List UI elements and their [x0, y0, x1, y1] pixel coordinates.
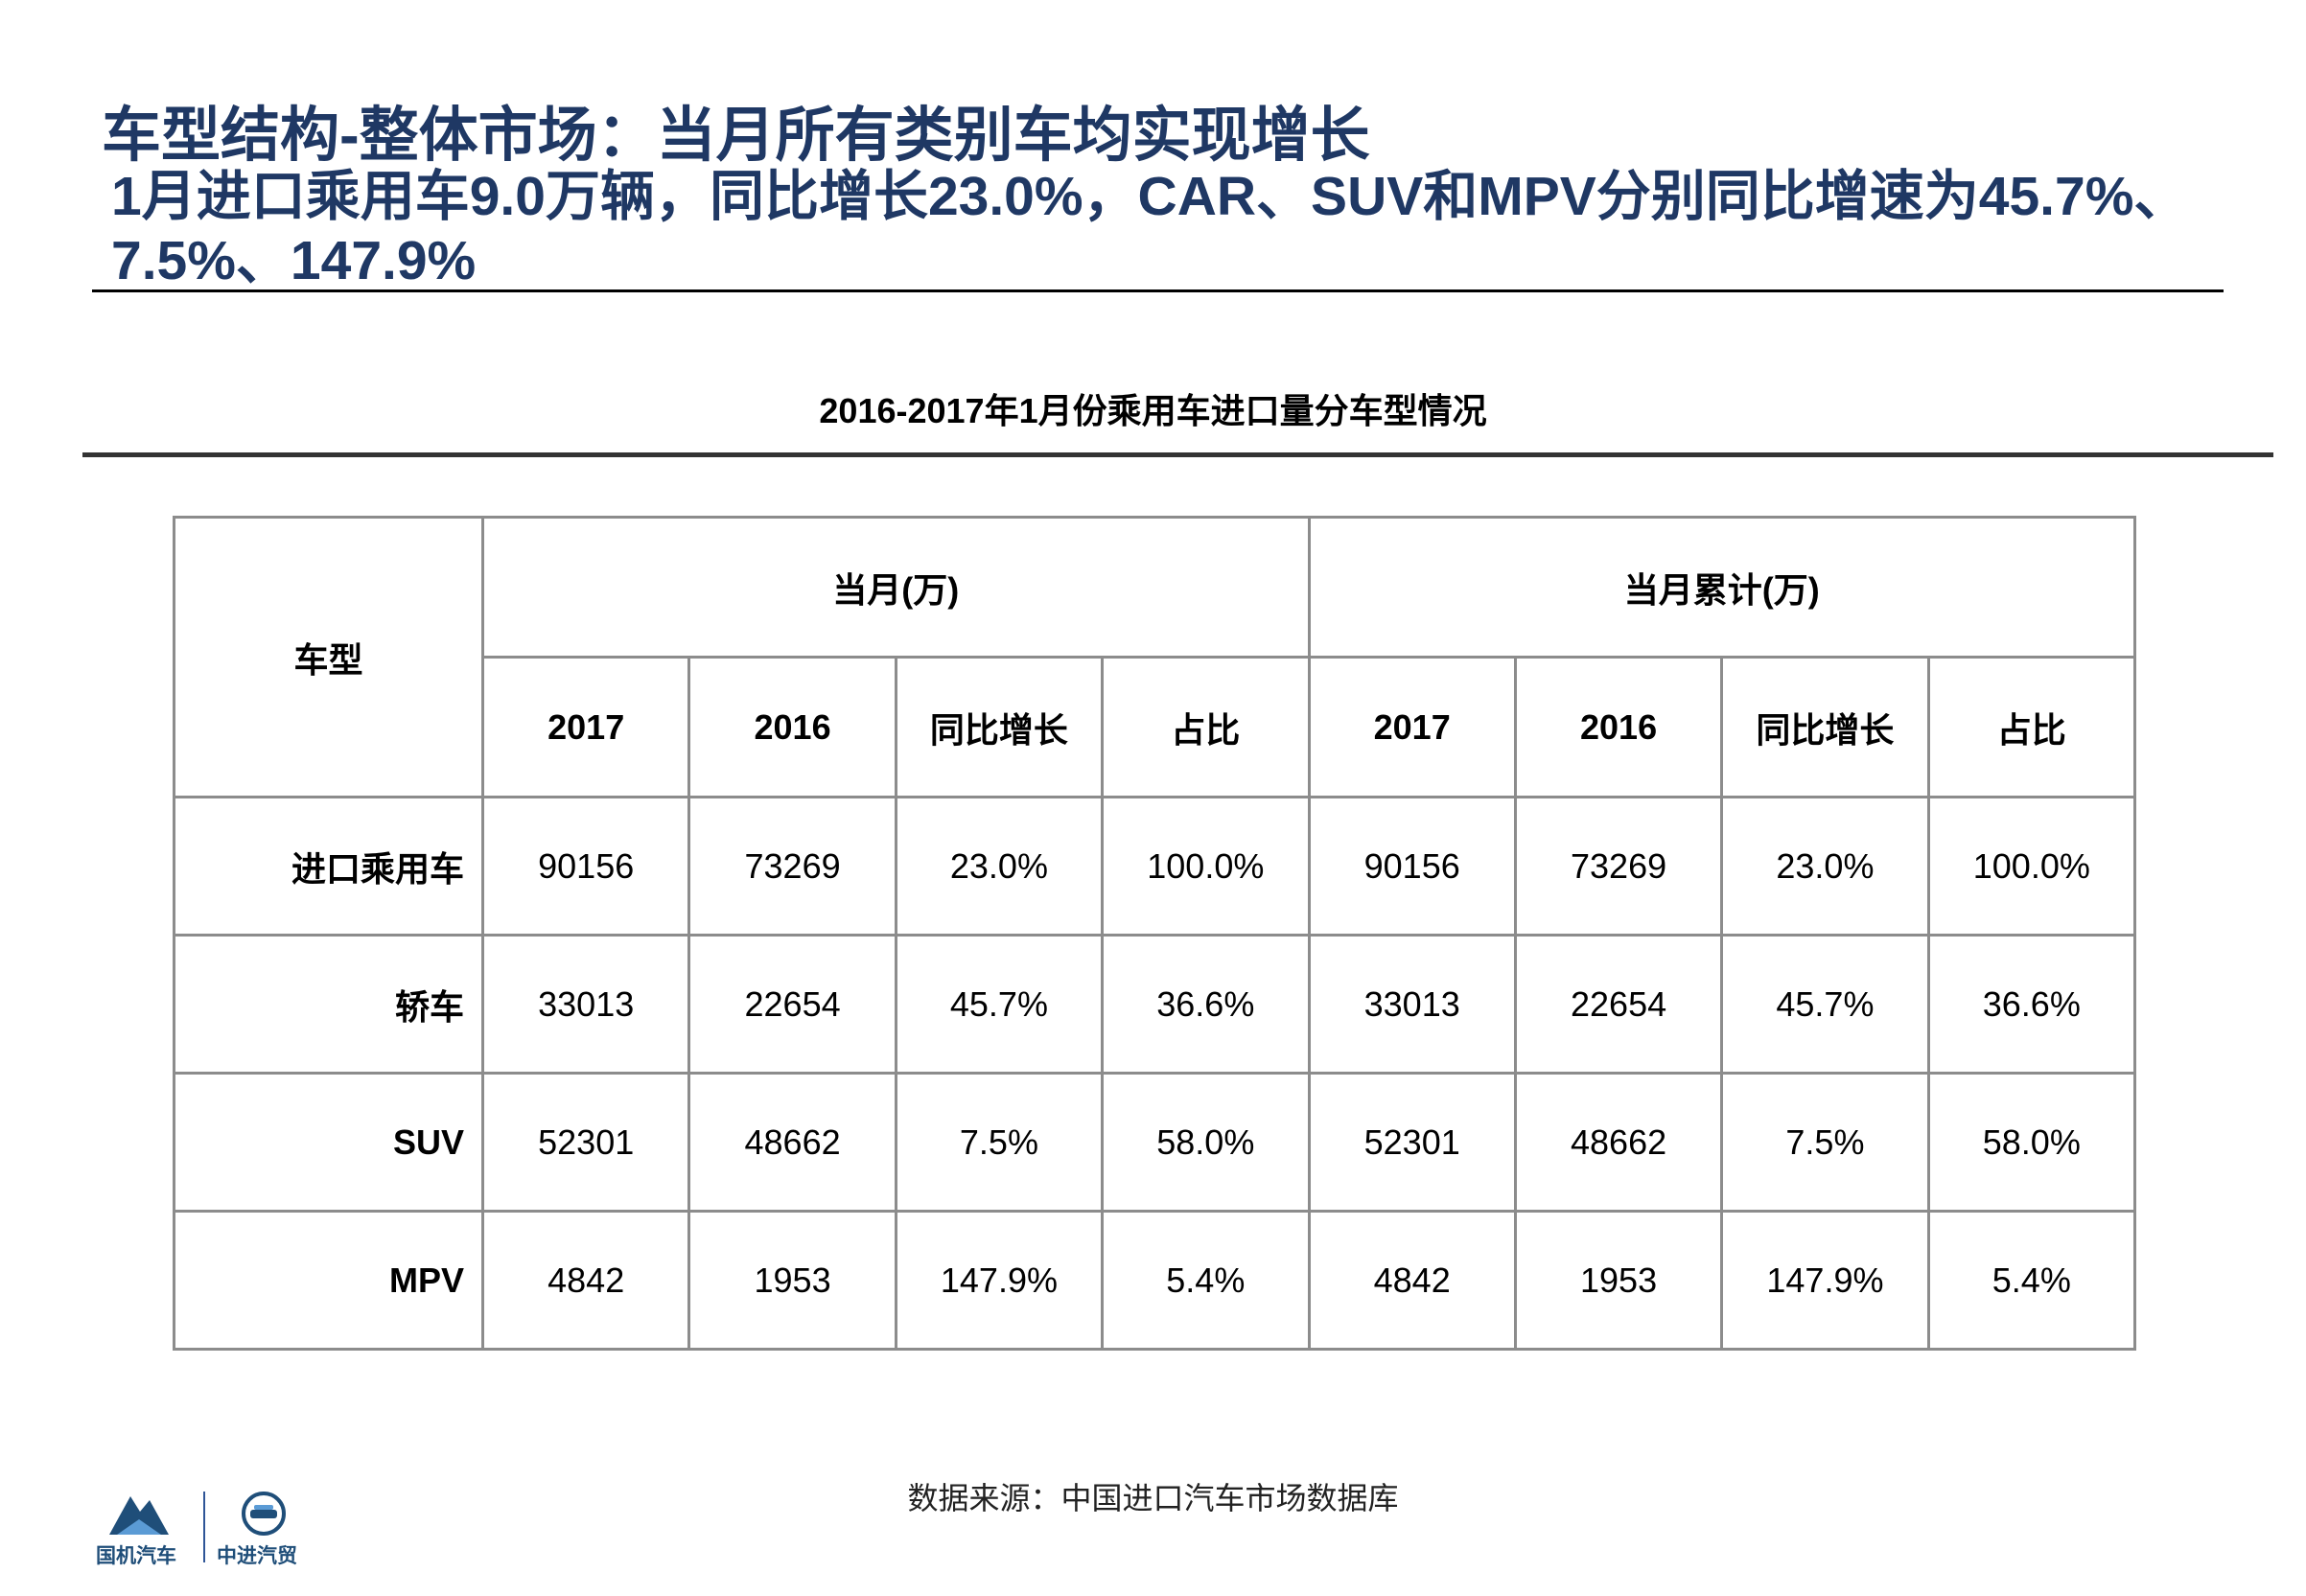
table-cell: 22654 — [687, 934, 897, 1075]
table-cell: 33013 — [480, 934, 691, 1075]
table-cell: 1953 — [687, 1210, 897, 1351]
logo-right-label: 中进汽贸 — [217, 1545, 297, 1567]
mountain-logo-icon — [109, 1496, 169, 1535]
table-cell: 48662 — [1513, 1072, 1724, 1213]
table-cell: 22654 — [1513, 934, 1724, 1075]
table-cell: 23.0% — [894, 796, 1105, 937]
table-cell: 90156 — [1307, 796, 1517, 937]
table-cell: 4842 — [1307, 1210, 1517, 1351]
subcolumn-header: 占比 — [1926, 656, 2137, 798]
table-cell: 58.0% — [1926, 1072, 2137, 1213]
caption-divider — [82, 452, 2273, 457]
table-row: 进口乘用车 90156 73269 23.0% 100.0% 90156 732… — [173, 796, 2137, 937]
table-cell: 7.5% — [1720, 1072, 1930, 1213]
subcolumn-header: 2017 — [480, 656, 691, 798]
row-label: SUV — [173, 1072, 484, 1213]
subcolumn-header: 2016 — [687, 656, 897, 798]
table-cell: 7.5% — [894, 1072, 1105, 1213]
page-title: 车型结构-整体市场：当月所有类别车均实现增长 — [102, 103, 1370, 169]
data-source-note: 数据来源：中国进口汽车市场数据库 — [907, 1481, 1399, 1515]
emblem-logo-icon — [242, 1492, 286, 1536]
table-cell: 73269 — [1513, 796, 1724, 937]
table-cell: 45.7% — [1720, 934, 1930, 1075]
group-header-monthly: 当月(万) — [481, 516, 1311, 659]
table-cell: 48662 — [687, 1072, 897, 1213]
table-cell: 58.0% — [1101, 1072, 1311, 1213]
table-cell: 90156 — [480, 796, 691, 937]
table-cell: 4842 — [480, 1210, 691, 1351]
subcolumn-header: 同比增长 — [894, 656, 1105, 798]
table-cell: 5.4% — [1926, 1210, 2137, 1351]
logo-guoji-auto: 国机汽车 — [96, 1491, 201, 1567]
subcolumn-header: 同比增长 — [1720, 656, 1930, 798]
subcolumn-header: 2016 — [1513, 656, 1724, 798]
logo-left-label: 国机汽车 — [96, 1545, 176, 1567]
table-cell: 147.9% — [1720, 1210, 1930, 1351]
row-label: MPV — [173, 1210, 484, 1351]
table-cell: 1953 — [1513, 1210, 1724, 1351]
row-header-label: 车型 — [173, 516, 484, 798]
row-label: 轿车 — [173, 934, 484, 1075]
row-label: 进口乘用车 — [173, 796, 484, 937]
table-row: MPV 4842 1953 147.9% 5.4% 4842 1953 147.… — [173, 1210, 2137, 1351]
table-cell: 100.0% — [1926, 796, 2137, 937]
group-header-cumulative: 当月累计(万) — [1307, 516, 2136, 659]
page-subtitle: 1月进口乘用车9.0万辆，同比增长23.0%，CAR、SUV和MPV分别同比增速… — [111, 166, 2189, 291]
table-cell: 100.0% — [1101, 796, 1311, 937]
table-cell: 36.6% — [1101, 934, 1311, 1075]
table-cell: 147.9% — [894, 1210, 1105, 1351]
table-cell: 52301 — [480, 1072, 691, 1213]
table-subheader-row: 2017 2016 同比增长 占比 2017 2016 同比增长 占比 — [175, 656, 2137, 798]
table-row: 轿车 33013 22654 45.7% 36.6% 33013 22654 4… — [173, 934, 2137, 1075]
subcolumn-header: 占比 — [1101, 656, 1311, 798]
table-row: SUV 52301 48662 7.5% 58.0% 52301 48662 7… — [173, 1072, 2137, 1213]
table-caption: 2016-2017年1月份乘用车进口量分车型情况 — [819, 391, 1487, 430]
subcolumn-header: 2017 — [1307, 656, 1517, 798]
table-header-row: 车型 当月(万) 当月累计(万) — [173, 516, 2136, 798]
table-cell: 5.4% — [1101, 1210, 1311, 1351]
logo-divider — [203, 1492, 205, 1562]
title-divider — [92, 289, 2224, 292]
import-volume-table: 车型 当月(万) 当月累计(万) 2017 2016 同比增长 占比 2017 … — [173, 516, 2137, 1351]
table-cell: 33013 — [1307, 934, 1517, 1075]
table-cell: 52301 — [1307, 1072, 1517, 1213]
table-cell: 23.0% — [1720, 796, 1930, 937]
table-cell: 73269 — [687, 796, 897, 937]
table-cell: 36.6% — [1926, 934, 2137, 1075]
logo-zhongjin-trade: 中进汽贸 — [217, 1491, 322, 1567]
table-cell: 45.7% — [894, 934, 1105, 1075]
